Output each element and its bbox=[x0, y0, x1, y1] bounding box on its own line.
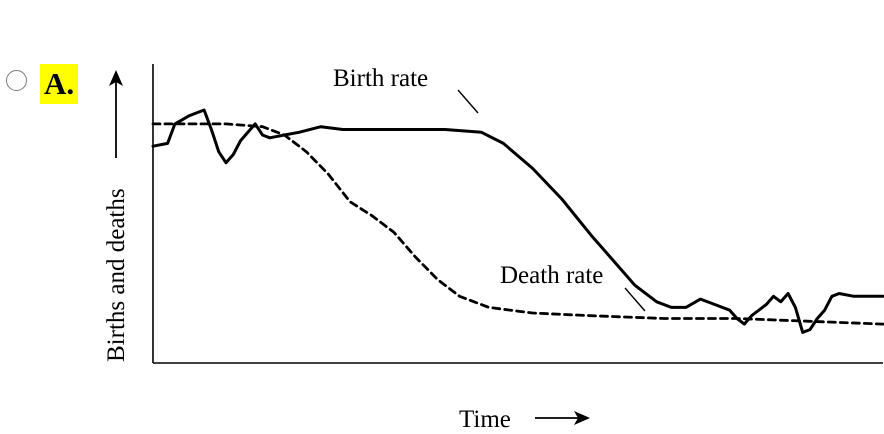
radio-button[interactable] bbox=[6, 70, 27, 91]
death-rate-label: Death rate bbox=[500, 262, 603, 289]
birth-rate-label: Birth rate bbox=[333, 65, 428, 92]
y-axis-label: Births and deaths bbox=[103, 188, 130, 362]
series-line-birth-rate bbox=[151, 108, 884, 334]
series-line-death-rate bbox=[151, 122, 884, 326]
option-letter: A. bbox=[40, 64, 79, 104]
chart-labels: Birth rate Death rate Time Births and death… bbox=[103, 65, 646, 433]
chart-axes bbox=[152, 64, 883, 364]
death-rate-leader bbox=[624, 287, 646, 312]
chart-series bbox=[151, 108, 884, 334]
birth-rate-leader bbox=[457, 89, 479, 114]
x-axis-arrow-icon bbox=[574, 411, 590, 425]
y-axis-arrow-icon bbox=[109, 70, 123, 86]
x-axis-label: Time bbox=[459, 406, 511, 433]
